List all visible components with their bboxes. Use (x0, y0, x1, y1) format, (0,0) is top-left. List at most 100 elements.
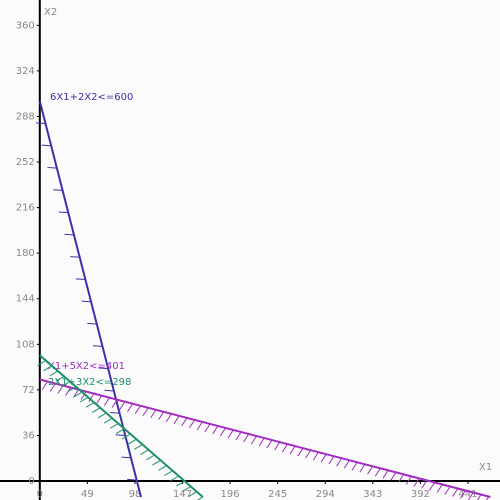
hatch (128, 438, 137, 445)
hatch (421, 480, 428, 489)
hatch (103, 397, 110, 406)
y-tick-label: 180 (16, 248, 35, 259)
hatch (73, 391, 83, 398)
hatch (189, 419, 196, 429)
hatch (36, 122, 46, 125)
hatch (121, 456, 131, 459)
hatch (250, 435, 257, 445)
hatch (70, 256, 80, 258)
hatch (64, 233, 75, 236)
hatch (351, 461, 358, 471)
hatch (58, 211, 69, 214)
hatch (289, 445, 296, 455)
hatch (49, 383, 56, 392)
hatch (142, 407, 149, 416)
hatch (88, 393, 95, 402)
hatch (41, 144, 52, 147)
y-tick-label: 288 (16, 111, 35, 122)
hatch (476, 494, 482, 500)
x-tick-label: 196 (221, 489, 240, 500)
hatch (81, 300, 92, 303)
x-tick-label: 98 (129, 489, 142, 500)
hatch (336, 457, 343, 467)
constraint-label: 6X1+2X2<=600 (50, 92, 133, 103)
hatch (103, 417, 113, 424)
x-tick-label: 49 (81, 489, 94, 500)
hatch (57, 385, 64, 394)
y-tick-label: 144 (16, 294, 35, 305)
hatch (75, 278, 86, 281)
hatch (115, 434, 126, 437)
hatch (37, 360, 47, 366)
hatch (109, 423, 119, 429)
x-tick-label: 0 (37, 489, 43, 500)
hatch (266, 439, 273, 449)
x-tick-label: 245 (268, 489, 287, 500)
hatch (459, 490, 466, 499)
hatch (110, 412, 120, 414)
constraint-line (39, 354, 204, 498)
hatch (220, 427, 227, 437)
hatch (367, 466, 374, 475)
constraint-label: X1+5X2<=401 (48, 361, 125, 372)
x-tick-label: 343 (363, 489, 382, 500)
hatch (111, 399, 118, 408)
x-tick-label: 392 (411, 489, 430, 500)
hatch (227, 429, 234, 439)
hatch (98, 367, 109, 370)
hatch (170, 475, 179, 482)
hatch (134, 444, 143, 450)
hatch (312, 451, 319, 461)
hatch (452, 488, 459, 497)
hatch (47, 166, 57, 169)
y-tick-label: 72 (22, 385, 35, 396)
hatch (181, 417, 188, 427)
hatch (398, 474, 405, 483)
hatch (204, 423, 211, 433)
hatch (53, 189, 63, 191)
hatch (374, 468, 381, 477)
hatch (182, 486, 192, 492)
hatch (140, 449, 149, 456)
hatch (127, 403, 134, 412)
hatch (188, 491, 198, 497)
hatch (320, 453, 327, 463)
hatch (274, 441, 281, 451)
hatch (97, 412, 107, 419)
hatch (87, 322, 97, 325)
hatch (173, 415, 180, 425)
hatch (305, 449, 312, 459)
hatch (104, 389, 114, 392)
hatch (41, 381, 48, 390)
hatch (152, 459, 161, 466)
hatch (127, 478, 137, 481)
hatch (146, 454, 155, 461)
hatch (436, 484, 443, 493)
hatch (134, 405, 141, 414)
y-tick-label: 36 (22, 430, 35, 441)
hatch (212, 425, 219, 435)
x-axis-label: X1 (479, 462, 492, 473)
hatch (196, 496, 204, 500)
hatch (176, 480, 185, 487)
hatch (49, 370, 59, 377)
y-tick-label: 324 (16, 66, 35, 77)
hatch (61, 381, 71, 387)
hatch (444, 486, 451, 495)
hatch (150, 409, 157, 418)
hatch (405, 476, 412, 485)
constraint-label: 2X1+3X2<=298 (48, 377, 131, 388)
hatch (121, 433, 131, 440)
hatch (92, 345, 103, 347)
y-tick-label: 252 (16, 157, 35, 168)
y-tick-label: 0 (28, 476, 34, 487)
y-tick-label: 108 (16, 339, 35, 350)
hatch (413, 478, 420, 487)
hatch (235, 431, 242, 441)
hatch (115, 428, 125, 435)
hatch (297, 447, 304, 457)
hatch (80, 391, 87, 400)
hatch (382, 470, 389, 479)
hatch (243, 433, 250, 443)
